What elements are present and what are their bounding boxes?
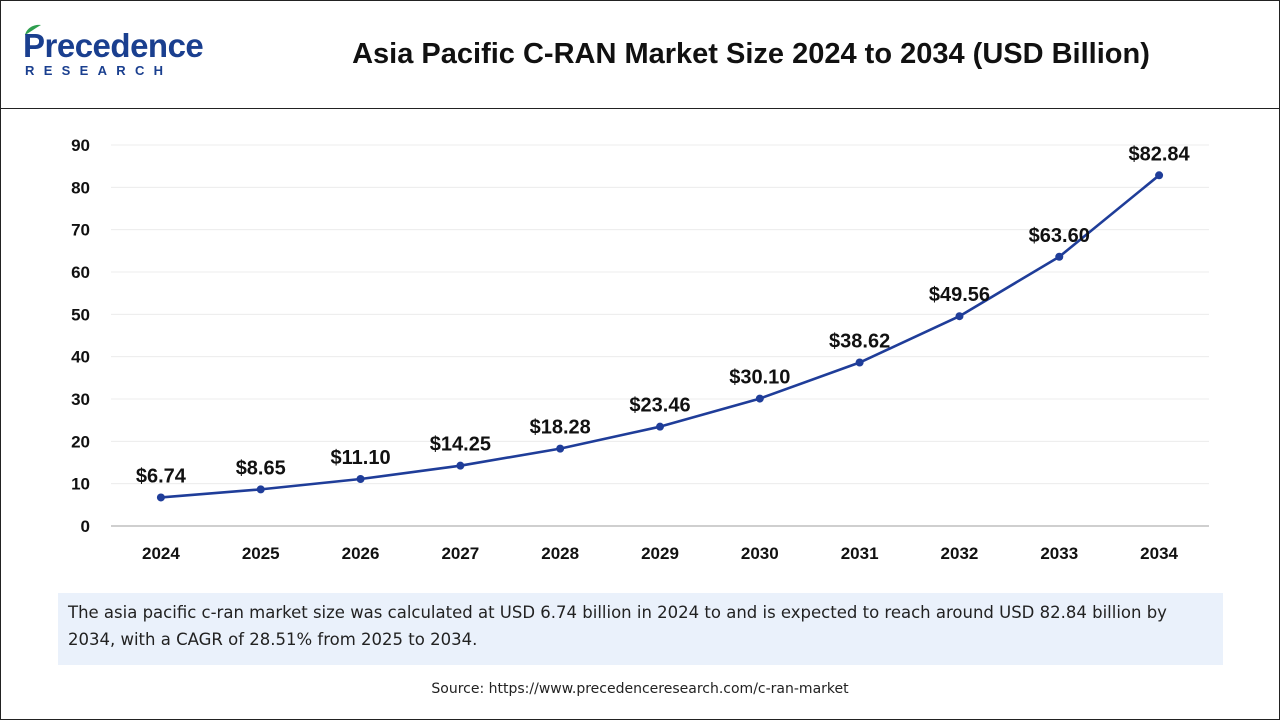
x-tick-label: 2026: [342, 544, 380, 563]
data-point: [1055, 252, 1064, 261]
y-tick-label: 30: [71, 390, 90, 409]
x-tick-label: 2029: [641, 544, 679, 563]
data-point: [556, 444, 565, 453]
data-point: [1155, 171, 1164, 180]
data-labels: $6.74 $8.65 $11.10 $14.25 $18.28 $23.46 $30.10…: [136, 143, 1191, 487]
x-tick-label: 2028: [541, 544, 579, 563]
data-label: $14.25: [430, 434, 491, 456]
x-tick-label: 2027: [441, 544, 479, 563]
data-point: [356, 475, 365, 484]
chart-title: Asia Pacific C-RAN Market Size 2024 to 2…: [352, 38, 1150, 70]
y-tick-label: 80: [71, 178, 90, 197]
x-tick-label: 2031: [841, 544, 879, 563]
data-label: $11.10: [331, 447, 391, 469]
data-point: [256, 485, 265, 494]
data-point: [855, 358, 864, 367]
brand-logo: Precedence RESEARCH: [23, 24, 223, 85]
data-label: $82.84: [1129, 143, 1191, 165]
y-tick-label: 50: [71, 305, 90, 324]
x-tick-label: 2033: [1040, 544, 1078, 563]
x-axis-ticks: 2024 2025 2026 2027 2028 2029 2030 2031 2032 2033…: [142, 544, 1179, 563]
x-tick-label: 2030: [741, 544, 779, 563]
data-label: $8.65: [236, 457, 286, 479]
leaf-icon: [25, 24, 41, 35]
y-tick-label: 90: [71, 136, 90, 155]
data-point: [156, 493, 165, 502]
data-point: [755, 394, 764, 403]
x-tick-label: 2032: [941, 544, 979, 563]
logo-subtitle: RESEARCH: [25, 63, 173, 78]
y-tick-label: 10: [71, 475, 90, 494]
logo-wordmark: Precedence: [23, 27, 204, 64]
x-tick-label: 2034: [1140, 544, 1178, 563]
data-label: $63.60: [1029, 225, 1090, 247]
data-label: $18.28: [530, 417, 591, 439]
x-tick-label: 2024: [142, 544, 180, 563]
summary-note: The asia pacific c-ran market size was c…: [58, 593, 1223, 665]
y-tick-label: 0: [81, 517, 90, 536]
y-tick-label: 70: [71, 221, 90, 240]
series-line: [160, 174, 1160, 499]
y-tick-label: 20: [71, 432, 90, 451]
data-label: $23.46: [629, 395, 690, 417]
x-tick-label: 2025: [242, 544, 280, 563]
data-label: $49.56: [929, 284, 990, 306]
data-point: [656, 422, 664, 431]
data-label: $38.62: [829, 331, 890, 353]
data-points: [156, 171, 1164, 502]
header: Precedence RESEARCH Asia Pacific C-RAN M…: [1, 1, 1279, 109]
source-citation: Source: https://www.precedenceresearch.c…: [431, 681, 849, 697]
y-axis-ticks: 0 10 20 30 40 50 60 70 80 90: [71, 136, 90, 536]
y-tick-label: 60: [71, 263, 90, 282]
y-tick-label: 40: [71, 348, 90, 367]
data-label: $6.74: [136, 465, 187, 487]
data-label: $30.10: [729, 367, 790, 389]
grid-lines: [111, 144, 1209, 527]
data-point: [955, 312, 964, 321]
data-point: [456, 461, 465, 470]
series-line-layer: [160, 174, 1160, 499]
